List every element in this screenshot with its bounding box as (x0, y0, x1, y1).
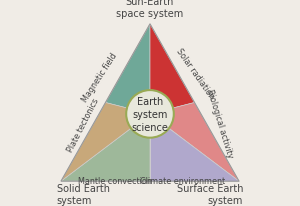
Text: Solar radiation: Solar radiation (175, 46, 216, 100)
Text: Surface Earth
system: Surface Earth system (177, 183, 243, 205)
Text: Climate environment: Climate environment (140, 176, 225, 185)
Circle shape (126, 91, 174, 138)
Polygon shape (150, 103, 239, 181)
Text: Plate tectonics: Plate tectonics (65, 96, 100, 153)
Text: Sun-Earth
space system: Sun-Earth space system (116, 0, 184, 19)
Text: Mantle convection: Mantle convection (78, 176, 152, 185)
Polygon shape (106, 25, 150, 114)
Text: Earth
system
science: Earth system science (132, 97, 168, 132)
Polygon shape (150, 114, 239, 181)
Polygon shape (61, 114, 150, 181)
Text: Biological activity: Biological activity (205, 88, 234, 159)
Text: Solid Earth
system: Solid Earth system (57, 183, 110, 205)
Polygon shape (150, 25, 194, 114)
Text: Magnetic field: Magnetic field (80, 51, 118, 103)
Polygon shape (61, 103, 150, 181)
